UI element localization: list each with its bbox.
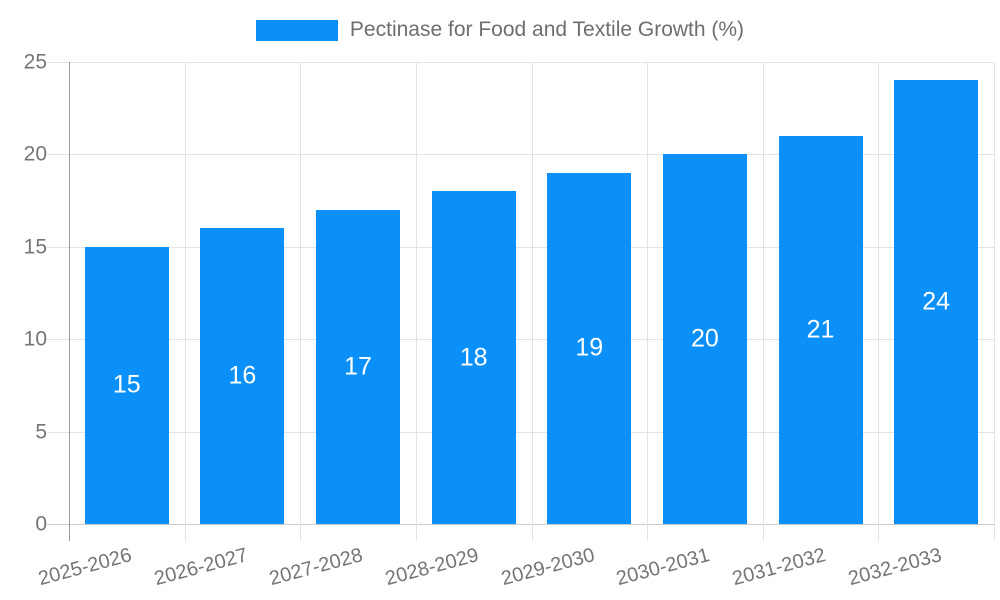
bar-2028-2029[interactable]: 18 xyxy=(431,191,516,524)
bar-value-label: 18 xyxy=(459,343,488,372)
x-tick-label: 2030-2031 xyxy=(614,544,713,591)
legend[interactable]: Pectinase for Food and Textile Growth (%… xyxy=(0,18,1000,42)
x-tick-label: 2026-2027 xyxy=(151,544,250,591)
bar-2025-2026[interactable]: 15 xyxy=(84,246,169,524)
gridline-vertical xyxy=(300,62,302,541)
gridline-vertical xyxy=(994,62,995,541)
bar-value-label: 16 xyxy=(228,361,257,390)
bar-2027-2028[interactable]: 17 xyxy=(316,209,401,524)
x-tick-label: 2029-2030 xyxy=(498,544,597,591)
bar-value-label: 20 xyxy=(691,324,719,353)
gridline-horizontal xyxy=(47,431,994,433)
x-tick-label: 2027-2028 xyxy=(267,544,366,591)
gridline-vertical xyxy=(415,62,417,541)
gridline-vertical xyxy=(647,62,649,541)
gridline-horizontal xyxy=(47,246,994,248)
x-axis-line xyxy=(47,524,994,525)
y-axis-line xyxy=(69,62,70,541)
bar-value-label: 15 xyxy=(112,370,141,399)
y-tick-label: 10 xyxy=(23,327,47,351)
gridline-horizontal xyxy=(47,154,994,156)
gridline-horizontal xyxy=(47,62,994,63)
y-tick-label: 0 xyxy=(35,512,47,536)
y-tick-label: 20 xyxy=(23,142,47,166)
bar-2029-2030[interactable]: 19 xyxy=(547,172,632,524)
bar-value-label: 21 xyxy=(806,315,835,344)
bar-value-label: 24 xyxy=(922,287,951,316)
x-tick-label: 2025-2026 xyxy=(36,544,135,591)
y-tick-label: 5 xyxy=(35,420,47,444)
bar-2030-2031[interactable]: 20 xyxy=(662,154,747,524)
gridline-vertical xyxy=(762,62,764,541)
bar-2026-2027[interactable]: 16 xyxy=(200,228,285,524)
bar-value-label: 19 xyxy=(575,333,604,362)
x-tick-label: 2032-2033 xyxy=(845,544,944,591)
legend-label: Pectinase for Food and Textile Growth (%… xyxy=(349,18,745,41)
gridline-horizontal xyxy=(47,339,994,341)
y-tick-label: 25 xyxy=(23,50,47,74)
x-tick-label: 2031-2032 xyxy=(729,544,828,591)
gridline-vertical xyxy=(531,62,533,541)
bar-2032-2033[interactable]: 24 xyxy=(894,80,979,524)
legend-swatch xyxy=(255,19,338,41)
bar-value-label: 17 xyxy=(344,352,372,381)
x-tick-label: 2028-2029 xyxy=(383,544,482,591)
y-tick-label: 15 xyxy=(23,235,47,259)
gridline-vertical xyxy=(184,62,186,541)
bar-2031-2032[interactable]: 21 xyxy=(778,135,863,524)
plot-area: 15 2025-2026 16 2026-2027 17 2027-2028 18 2028-… xyxy=(36,62,995,590)
gridline-vertical xyxy=(878,62,880,541)
